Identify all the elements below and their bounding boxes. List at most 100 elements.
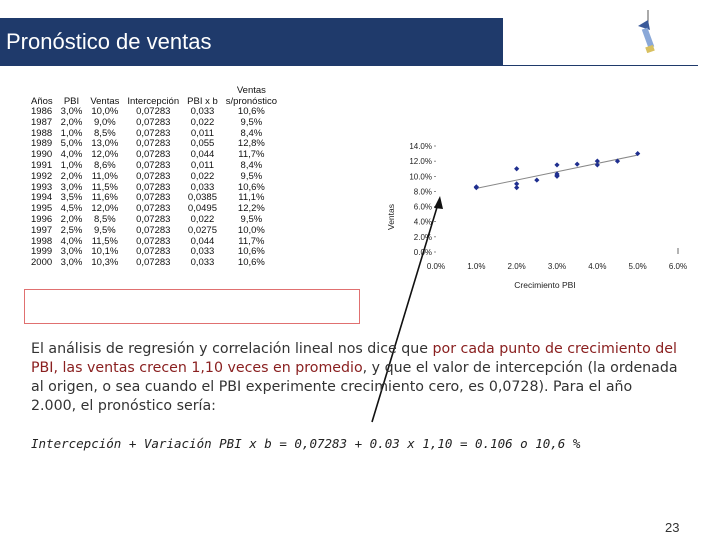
cell-pbi: 2,5% (60, 224, 83, 236)
table-row: 2000 3,0% 10,3% 0,07283 0,033 10,6% (27, 257, 281, 269)
cell-ventas-pronostico: 11,7% (238, 149, 265, 161)
cell-pbi-x-b: 0,011 (190, 127, 214, 139)
cell-year: 2000 (31, 257, 53, 269)
explanation-part-1: El análisis de regresión y correlación l… (31, 341, 433, 357)
cell-year: 1992 (31, 170, 53, 182)
row-2000-highlight (24, 289, 360, 324)
cell-intercepcion: 0,07283 (136, 224, 171, 236)
cell-ventas: 13,0% (91, 138, 119, 150)
title-rule (503, 65, 698, 66)
cell-year: 1999 (31, 246, 53, 258)
cell-pbi: 1,0% (60, 127, 83, 139)
cell-pbi-x-b: 0,0495 (187, 203, 217, 215)
cell-pbi-x-b: 0,022 (190, 213, 215, 225)
cell-intercepcion: 0,07283 (136, 127, 171, 139)
header-ventas: Ventas (90, 95, 120, 107)
cell-pbi-x-b: 0,0385 (187, 192, 217, 204)
slide-title: Pronóstico de ventas (0, 18, 503, 66)
x-tick-label: 5.0% (629, 262, 647, 271)
table-row: 1995 4,5% 12,0% 0,07283 0,0495 12,2% (27, 203, 281, 215)
cell-ventas-pronostico: 10,6% (237, 246, 265, 258)
cell-ventas-pronostico: 8,4% (240, 159, 263, 171)
cell-intercepcion: 0,07283 (136, 213, 171, 225)
cell-intercepcion: 0,07283 (136, 257, 171, 269)
header-pbi-x-b: PBI x b (187, 95, 218, 107)
cell-ventas-pronostico: 11,1% (238, 192, 265, 204)
table-row: 1988 1,0% 8,5% 0,07283 0,011 8,4% (27, 127, 281, 140)
cell-intercepcion: 0,07283 (136, 116, 171, 128)
y-tick-label: 2.0% (414, 233, 432, 242)
cell-intercepcion: 0,07283 (136, 159, 171, 171)
cell-ventas: 10,3% (91, 257, 119, 269)
table-row: 1986 3,0% 10,0% 0,07283 0,033 10,6% (27, 106, 281, 118)
cell-pbi: 2,0% (60, 170, 83, 182)
table-row: 1997 2,5% 9,5% 0,07283 0,0275 10,0% (27, 224, 281, 237)
cell-year: 1995 (31, 203, 53, 215)
cell-intercepcion: 0,07283 (136, 246, 171, 258)
x-tick-label: 3.0% (548, 262, 566, 271)
header-ventas-line2: s/pronóstico (225, 95, 277, 107)
cell-pbi: 3,0% (60, 181, 83, 193)
cell-intercepcion: 0,07283 (136, 203, 171, 215)
x-axis-label: Crecimiento PBI (514, 280, 575, 290)
table-header-row: Años PBI Ventas Intercepción PBI x b Ven… (27, 85, 281, 107)
cell-pbi-x-b: 0,033 (190, 181, 215, 193)
cell-year: 1994 (31, 192, 53, 204)
cell-ventas: 11,5% (91, 181, 118, 193)
cell-ventas-pronostico: 12,8% (237, 138, 265, 150)
cell-ventas: 10,1% (91, 246, 119, 258)
table-row: 1992 2,0% 11,0% 0,07283 0,022 9,5% (27, 170, 281, 183)
cell-intercepcion: 0,07283 (136, 170, 171, 182)
x-tick-label: 6.0% (669, 262, 687, 271)
cell-ventas: 8,6% (94, 159, 116, 171)
cell-ventas: 12,0% (91, 149, 119, 161)
cell-year: 1988 (31, 127, 53, 139)
y-axis-label: Ventas (386, 204, 396, 230)
explanation-text: El análisis de regresión y correlación l… (31, 340, 681, 416)
cell-year: 1993 (31, 181, 53, 193)
cell-ventas-pronostico: 10,6% (237, 257, 265, 269)
cell-ventas-pronostico: 8,4% (240, 127, 263, 139)
cell-year: 1987 (31, 116, 53, 128)
y-tick-label: 14.0% (409, 142, 432, 151)
cell-year: 1986 (31, 106, 53, 117)
table-row: 1998 4,0% 11,5% 0,07283 0,044 11,7% (27, 235, 281, 248)
explanation-highlight: por cada punto de crecimiento del PBI, l… (31, 341, 677, 376)
cell-pbi: 4,0% (60, 235, 83, 247)
cell-pbi-x-b: 0,055 (190, 138, 215, 150)
data-point (614, 158, 621, 164)
cell-pbi-x-b: 0,044 (190, 235, 215, 247)
cell-ventas-pronostico: 9,5% (240, 170, 263, 182)
cell-ventas-pronostico: 10,6% (237, 106, 265, 117)
cell-pbi-x-b: 0,022 (190, 116, 215, 128)
cell-pbi-x-b: 0,022 (190, 170, 215, 182)
cell-intercepcion: 0,07283 (136, 181, 171, 193)
cell-year: 1997 (31, 224, 53, 236)
cell-year: 1989 (31, 138, 53, 150)
data-point (554, 171, 560, 177)
cell-ventas: 11,5% (91, 235, 118, 247)
cell-pbi: 3,5% (60, 192, 83, 204)
cell-pbi: 1,0% (60, 159, 83, 171)
data-point (554, 162, 560, 168)
table-row: 1999 3,0% 10,1% 0,07283 0,033 10,6% (27, 247, 281, 258)
y-tick-label: 4.0% (414, 218, 432, 227)
page-number: 23 (665, 520, 680, 535)
compass-logo-icon (638, 10, 655, 54)
cell-pbi-x-b: 0,044 (190, 149, 215, 161)
header-ventas-line1: Ventas (236, 85, 266, 96)
cell-intercepcion: 0,07283 (136, 106, 171, 117)
cell-pbi: 4,5% (60, 203, 83, 215)
header-intercepcion: Intercepción (127, 95, 180, 107)
cell-pbi-x-b: 0,033 (190, 257, 215, 269)
cell-ventas: 8,5% (94, 213, 116, 225)
cell-pbi: 4,0% (60, 149, 83, 161)
cell-pbi: 2,0% (60, 213, 83, 225)
cell-intercepcion: 0,07283 (136, 192, 171, 204)
cell-ventas-pronostico: 12,2% (237, 203, 265, 215)
table-row: 1991 1,0% 8,6% 0,07283 0,011 8,4% (27, 159, 281, 172)
y-tick-label: 6.0% (414, 203, 432, 212)
x-tick-label: 2.0% (508, 262, 526, 271)
table-row: 1993 3,0% 11,5% 0,07283 0,033 10,6% (27, 181, 281, 194)
